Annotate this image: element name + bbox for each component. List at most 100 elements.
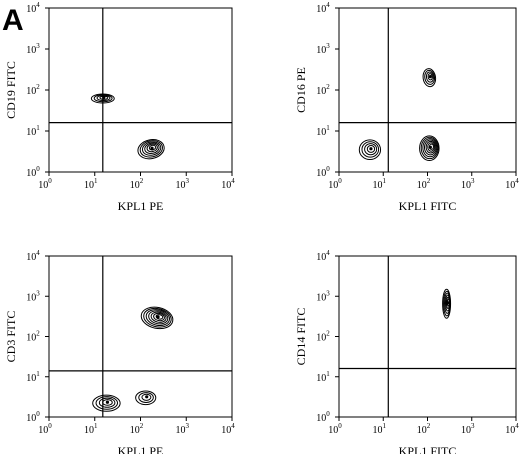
y-tick-label: 101 — [316, 124, 330, 138]
tick-label-exponent: 4 — [231, 422, 235, 430]
contour-ring — [422, 68, 437, 88]
tick-label-base: 10 — [316, 45, 326, 56]
contour-ring — [427, 73, 433, 81]
tick-label-base: 10 — [38, 425, 48, 436]
y-tick-label: 102 — [26, 330, 40, 344]
contour-ring — [137, 139, 165, 160]
tick-label-base: 10 — [130, 425, 140, 436]
tick-label-base: 10 — [316, 252, 326, 263]
tick-label-base: 10 — [26, 292, 36, 303]
cell-population — [135, 390, 157, 406]
cell-population — [358, 139, 382, 161]
tick-label-base: 10 — [328, 425, 338, 436]
contour-ring — [145, 309, 170, 326]
contour-ring — [146, 143, 158, 153]
x-tick-label: 102 — [417, 177, 431, 191]
y-tick-label: 104 — [316, 1, 330, 15]
x-tick-label: 104 — [505, 177, 519, 191]
plot-frame — [338, 255, 517, 418]
tick-label-base: 10 — [26, 127, 36, 138]
tick-label-exponent: 3 — [471, 422, 475, 430]
tick-label-exponent: 0 — [338, 177, 342, 185]
tick-label-base: 10 — [417, 425, 427, 436]
x-tick-label: 104 — [505, 422, 519, 436]
tick-label-exponent: 0 — [36, 410, 40, 418]
contour-ring — [95, 396, 119, 410]
y-axis-label: CD16 PE — [294, 67, 308, 113]
tick-label-exponent: 1 — [36, 370, 40, 378]
cell-population — [90, 93, 115, 104]
tick-label-exponent: 2 — [427, 422, 431, 430]
tick-label-exponent: 4 — [36, 249, 40, 257]
contour-ring — [144, 142, 160, 154]
tick-label-exponent: 2 — [140, 177, 144, 185]
cell-population — [140, 306, 174, 330]
tick-label-exponent: 1 — [326, 370, 330, 378]
population-peak — [150, 146, 154, 150]
population-peak — [156, 315, 160, 319]
tick-label-exponent: 3 — [326, 42, 330, 50]
contour-ring — [425, 140, 436, 154]
y-axis-label: CD14 FITC — [294, 308, 308, 366]
population-peak — [105, 400, 110, 404]
tick-label-base: 10 — [373, 425, 383, 436]
tick-label-base: 10 — [176, 180, 186, 191]
tick-label-base: 10 — [316, 373, 326, 384]
y-tick-label: 101 — [316, 370, 330, 384]
x-tick-label: 103 — [176, 422, 190, 436]
tick-label-exponent: 1 — [94, 177, 98, 185]
y-tick-label: 103 — [316, 42, 330, 56]
tick-label-base: 10 — [176, 425, 186, 436]
contour-ring — [424, 69, 436, 85]
x-tick-label: 100 — [38, 177, 52, 191]
contour-ring — [153, 312, 165, 322]
y-tick-label: 100 — [26, 410, 40, 424]
population-peak — [428, 145, 432, 149]
x-tick-label: 103 — [176, 177, 190, 191]
contour-ring — [96, 94, 111, 102]
y-tick-label: 100 — [26, 165, 40, 179]
tick-label-exponent: 1 — [326, 124, 330, 132]
tick-label-base: 10 — [505, 425, 515, 436]
contour-ring — [427, 142, 435, 152]
tick-label-exponent: 1 — [383, 177, 387, 185]
x-axis-label: KPL1 FITC — [399, 199, 457, 213]
contour-ring — [425, 71, 434, 83]
x-tick-label: 103 — [461, 177, 475, 191]
y-tick-label: 100 — [316, 410, 330, 424]
contour-ring — [143, 307, 172, 328]
contour-ring — [93, 94, 113, 103]
y-tick-label: 100 — [316, 165, 330, 179]
tick-label-exponent: 3 — [186, 177, 190, 185]
tick-label-base: 10 — [84, 180, 94, 191]
tick-label-base: 10 — [221, 180, 231, 191]
tick-label-base: 10 — [26, 373, 36, 384]
x-tick-label: 101 — [84, 177, 98, 191]
contour-ring — [102, 399, 113, 406]
y-tick-label: 103 — [26, 289, 40, 303]
tick-label-exponent: 3 — [36, 42, 40, 50]
tick-label-exponent: 4 — [515, 422, 519, 430]
population-peak — [428, 75, 432, 79]
tick-label-base: 10 — [316, 127, 326, 138]
tick-label-base: 10 — [316, 333, 326, 344]
tick-label-base: 10 — [316, 413, 326, 424]
x-tick-label: 102 — [417, 422, 431, 436]
x-tick-label: 101 — [84, 422, 98, 436]
tick-label-base: 10 — [84, 425, 94, 436]
tick-label-exponent: 4 — [326, 1, 330, 9]
tick-label-base: 10 — [505, 180, 515, 191]
contour-ring — [138, 392, 154, 403]
tick-label-exponent: 3 — [36, 289, 40, 297]
tick-label-base: 10 — [26, 4, 36, 15]
contour-ring — [358, 139, 382, 161]
x-tick-label: 104 — [221, 177, 235, 191]
y-tick-label: 104 — [26, 1, 40, 15]
tick-label-base: 10 — [316, 86, 326, 97]
x-axis-label: KPL1 PE — [118, 444, 164, 454]
tick-label-exponent: 2 — [326, 330, 330, 338]
tick-label-base: 10 — [373, 180, 383, 191]
y-tick-label: 101 — [26, 370, 40, 384]
tick-label-exponent: 4 — [231, 177, 235, 185]
